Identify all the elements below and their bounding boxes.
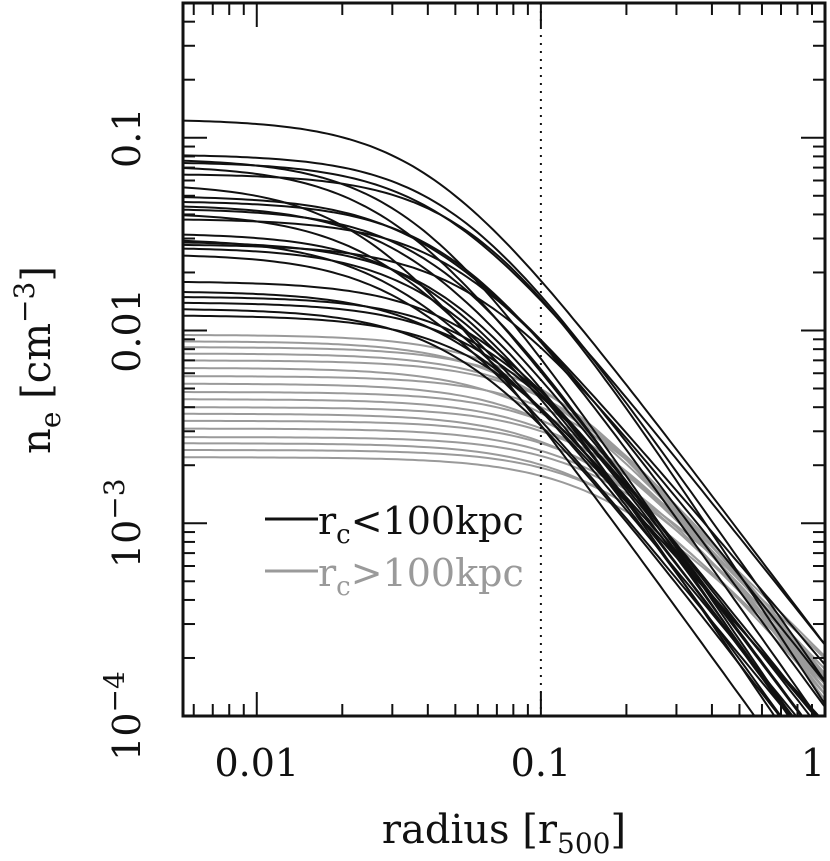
x-tick-label: 1 — [801, 741, 825, 785]
profile-line — [183, 159, 793, 716]
profile-line — [183, 427, 825, 660]
tick-labels: 0.01 0.1 1 10−4 10−3 0.01 0.1 — [98, 108, 825, 785]
x-tick-label: 0.1 — [511, 741, 571, 785]
legend-label-small-core: rc<100kpc — [318, 499, 524, 550]
axis-ticks — [183, 2, 826, 717]
y-tick-label: 0.01 — [105, 288, 149, 373]
legend: rc<100kpc rc>100kpc — [265, 499, 524, 602]
profile-line — [183, 296, 792, 716]
y-tick-label: 10−3 — [98, 478, 149, 568]
y-axis-label: ne [cm−3] — [8, 266, 67, 454]
profile-line — [183, 243, 825, 684]
profile-line — [183, 281, 803, 716]
profile-line — [183, 205, 812, 716]
profile-line — [183, 173, 825, 705]
profile-line — [183, 119, 825, 646]
profile-line — [183, 162, 825, 646]
profile-line — [183, 291, 817, 716]
y-tick-label: 0.1 — [105, 108, 149, 168]
profile-line — [183, 308, 781, 716]
profile-line — [183, 456, 825, 683]
profile-line — [183, 214, 798, 716]
profile-lines — [183, 119, 825, 716]
profile-line — [183, 406, 825, 677]
x-axis-label: radius [r500] — [382, 807, 626, 860]
profile-line — [183, 218, 825, 708]
x-tick-label: 0.01 — [214, 741, 299, 785]
profile-line — [183, 154, 825, 682]
y-tick-label: 10−4 — [98, 671, 149, 761]
profile-line — [183, 436, 825, 682]
profile-line — [183, 398, 825, 658]
profile-line — [183, 314, 792, 716]
profile-line — [183, 208, 790, 716]
profile-line — [183, 301, 817, 716]
legend-label-large-core: rc>100kpc — [318, 551, 524, 602]
profile-line — [183, 254, 791, 716]
profile-line — [183, 201, 818, 716]
